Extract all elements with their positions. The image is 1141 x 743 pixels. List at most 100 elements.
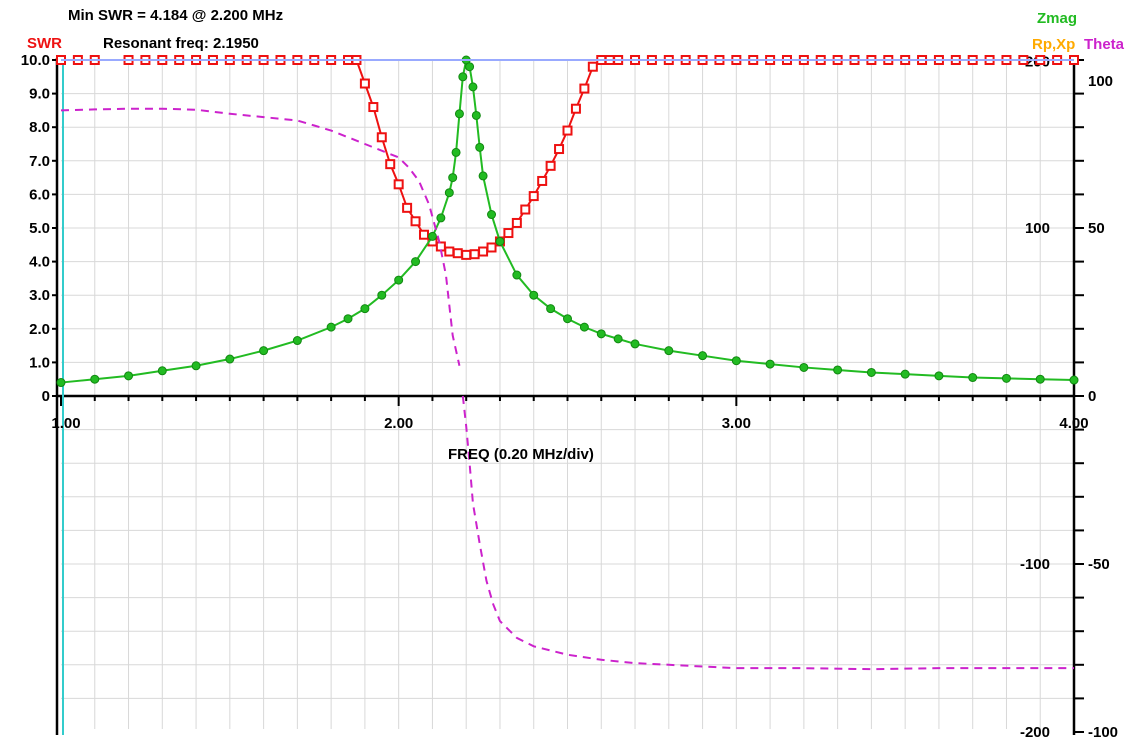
zmag-point: [934, 371, 944, 381]
theta-tick-label: 0: [1088, 388, 1096, 405]
zmag-point: [191, 361, 201, 371]
zmag-point: [630, 339, 640, 349]
rpxp-axis-label: Rp,Xp: [1032, 36, 1075, 53]
zmag-point: [343, 314, 353, 324]
zmag-point: [157, 366, 167, 376]
zmag-tick-label: -200: [1020, 724, 1050, 741]
swr-point: [554, 144, 565, 155]
swr-tick-label: 1.0: [29, 354, 50, 371]
zmag-point: [833, 365, 843, 375]
swr-tick-label: 8.0: [29, 119, 50, 136]
zmag-point: [468, 82, 478, 92]
swr-point: [486, 242, 497, 253]
swr-point: [376, 132, 387, 143]
x-tick-label: 2.00: [384, 415, 413, 432]
swr-point: [435, 241, 446, 252]
zmag-point: [56, 378, 66, 388]
swr-tick-label: 3.0: [29, 287, 50, 304]
swr-point: [528, 191, 539, 202]
zmag-point: [900, 369, 910, 379]
swr-point: [393, 179, 404, 190]
zmag-point: [292, 336, 302, 346]
zmag-point: [495, 236, 505, 246]
zmag-point: [664, 346, 674, 356]
swr-point: [478, 246, 489, 257]
swr-point: [402, 202, 413, 213]
zmag-point: [765, 359, 775, 369]
zmag-point: [259, 346, 269, 356]
swr-tick-label: 0: [42, 388, 50, 405]
zmag-point: [478, 171, 488, 181]
zmag-point: [546, 304, 556, 314]
theta-tick-label: 100: [1088, 73, 1113, 90]
plot-axes: [52, 58, 1084, 735]
swr-tick-label: 2.0: [29, 321, 50, 338]
swr-tick-label: 6.0: [29, 186, 50, 203]
swr-point: [385, 159, 396, 170]
zmag-point: [579, 322, 589, 332]
zmag-point: [475, 142, 485, 152]
zmag-point: [90, 374, 100, 384]
swr-tick-label: 7.0: [29, 153, 50, 170]
zmag-point: [225, 354, 235, 364]
zmag-point: [454, 109, 464, 119]
swr-point: [520, 204, 531, 215]
x-tick-label: 4.00: [1059, 415, 1088, 432]
swr-point: [570, 103, 581, 114]
zmag-point: [326, 322, 336, 332]
zmag-point: [613, 334, 623, 344]
zmag-point: [1035, 374, 1045, 384]
x-tick-label: 3.00: [722, 415, 751, 432]
theta-series-line: [60, 107, 461, 366]
zmag-point: [411, 257, 421, 267]
swr-point: [418, 229, 429, 240]
zmag-point: [360, 304, 370, 314]
theta-series-line: [461, 395, 1074, 671]
swr-tick-label: 5.0: [29, 220, 50, 237]
zmag-point: [698, 351, 708, 361]
zmag-point: [377, 290, 387, 300]
zmag-point: [731, 356, 741, 366]
theta-tick-label: -50: [1088, 556, 1110, 573]
theta-tick-label: -100: [1088, 724, 1118, 741]
swr-point: [461, 249, 472, 260]
zmag-point: [394, 275, 404, 285]
theta-axis-label: Theta: [1084, 36, 1125, 53]
zmag-point: [451, 147, 461, 157]
zmag-point: [799, 362, 809, 372]
zmag-point: [427, 231, 437, 241]
zmag-tick-label: -100: [1020, 556, 1050, 573]
swr-point: [579, 83, 590, 94]
x-axis-title: FREQ (0.20 MHz/div): [448, 446, 594, 463]
zmag-point: [968, 373, 978, 383]
zmag-point: [487, 210, 497, 220]
zmag-point: [124, 371, 134, 381]
tick-labels: 0 1.0 2.0 3.0 4.0 5.0 6.0 7.0 8.0 9.0 10.0 1.00 2.00…: [21, 52, 1118, 741]
swr-point: [562, 125, 573, 136]
swr-point: [444, 246, 455, 257]
zmag-point: [596, 329, 606, 339]
x-tick-label: 1.00: [51, 415, 80, 432]
swr-point: [587, 61, 598, 72]
swr-tick-label: 4.0: [29, 254, 50, 271]
zmag-point: [1001, 373, 1011, 383]
swr-axis-label: SWR: [27, 35, 62, 52]
swr-point: [469, 249, 480, 260]
swr-point: [545, 160, 556, 171]
swr-point: [537, 175, 548, 186]
zmag-tick-label: 100: [1025, 220, 1050, 237]
zmag-axis-label: Zmag: [1037, 10, 1077, 27]
data-series: [56, 55, 1079, 671]
zmag-point: [512, 270, 522, 280]
swr-point: [452, 248, 463, 259]
zmag-point: [866, 367, 876, 377]
swr-tick-label: 10.0: [21, 52, 50, 69]
theta-tick-label: 50: [1088, 220, 1105, 237]
zmag-point: [529, 290, 539, 300]
min-swr-readout: Min SWR = 4.184 @ 2.200 MHz: [68, 7, 283, 24]
zmag-point: [471, 110, 481, 120]
swr-point: [511, 217, 522, 228]
swr-point: [368, 102, 379, 113]
zmag-point: [436, 213, 446, 223]
